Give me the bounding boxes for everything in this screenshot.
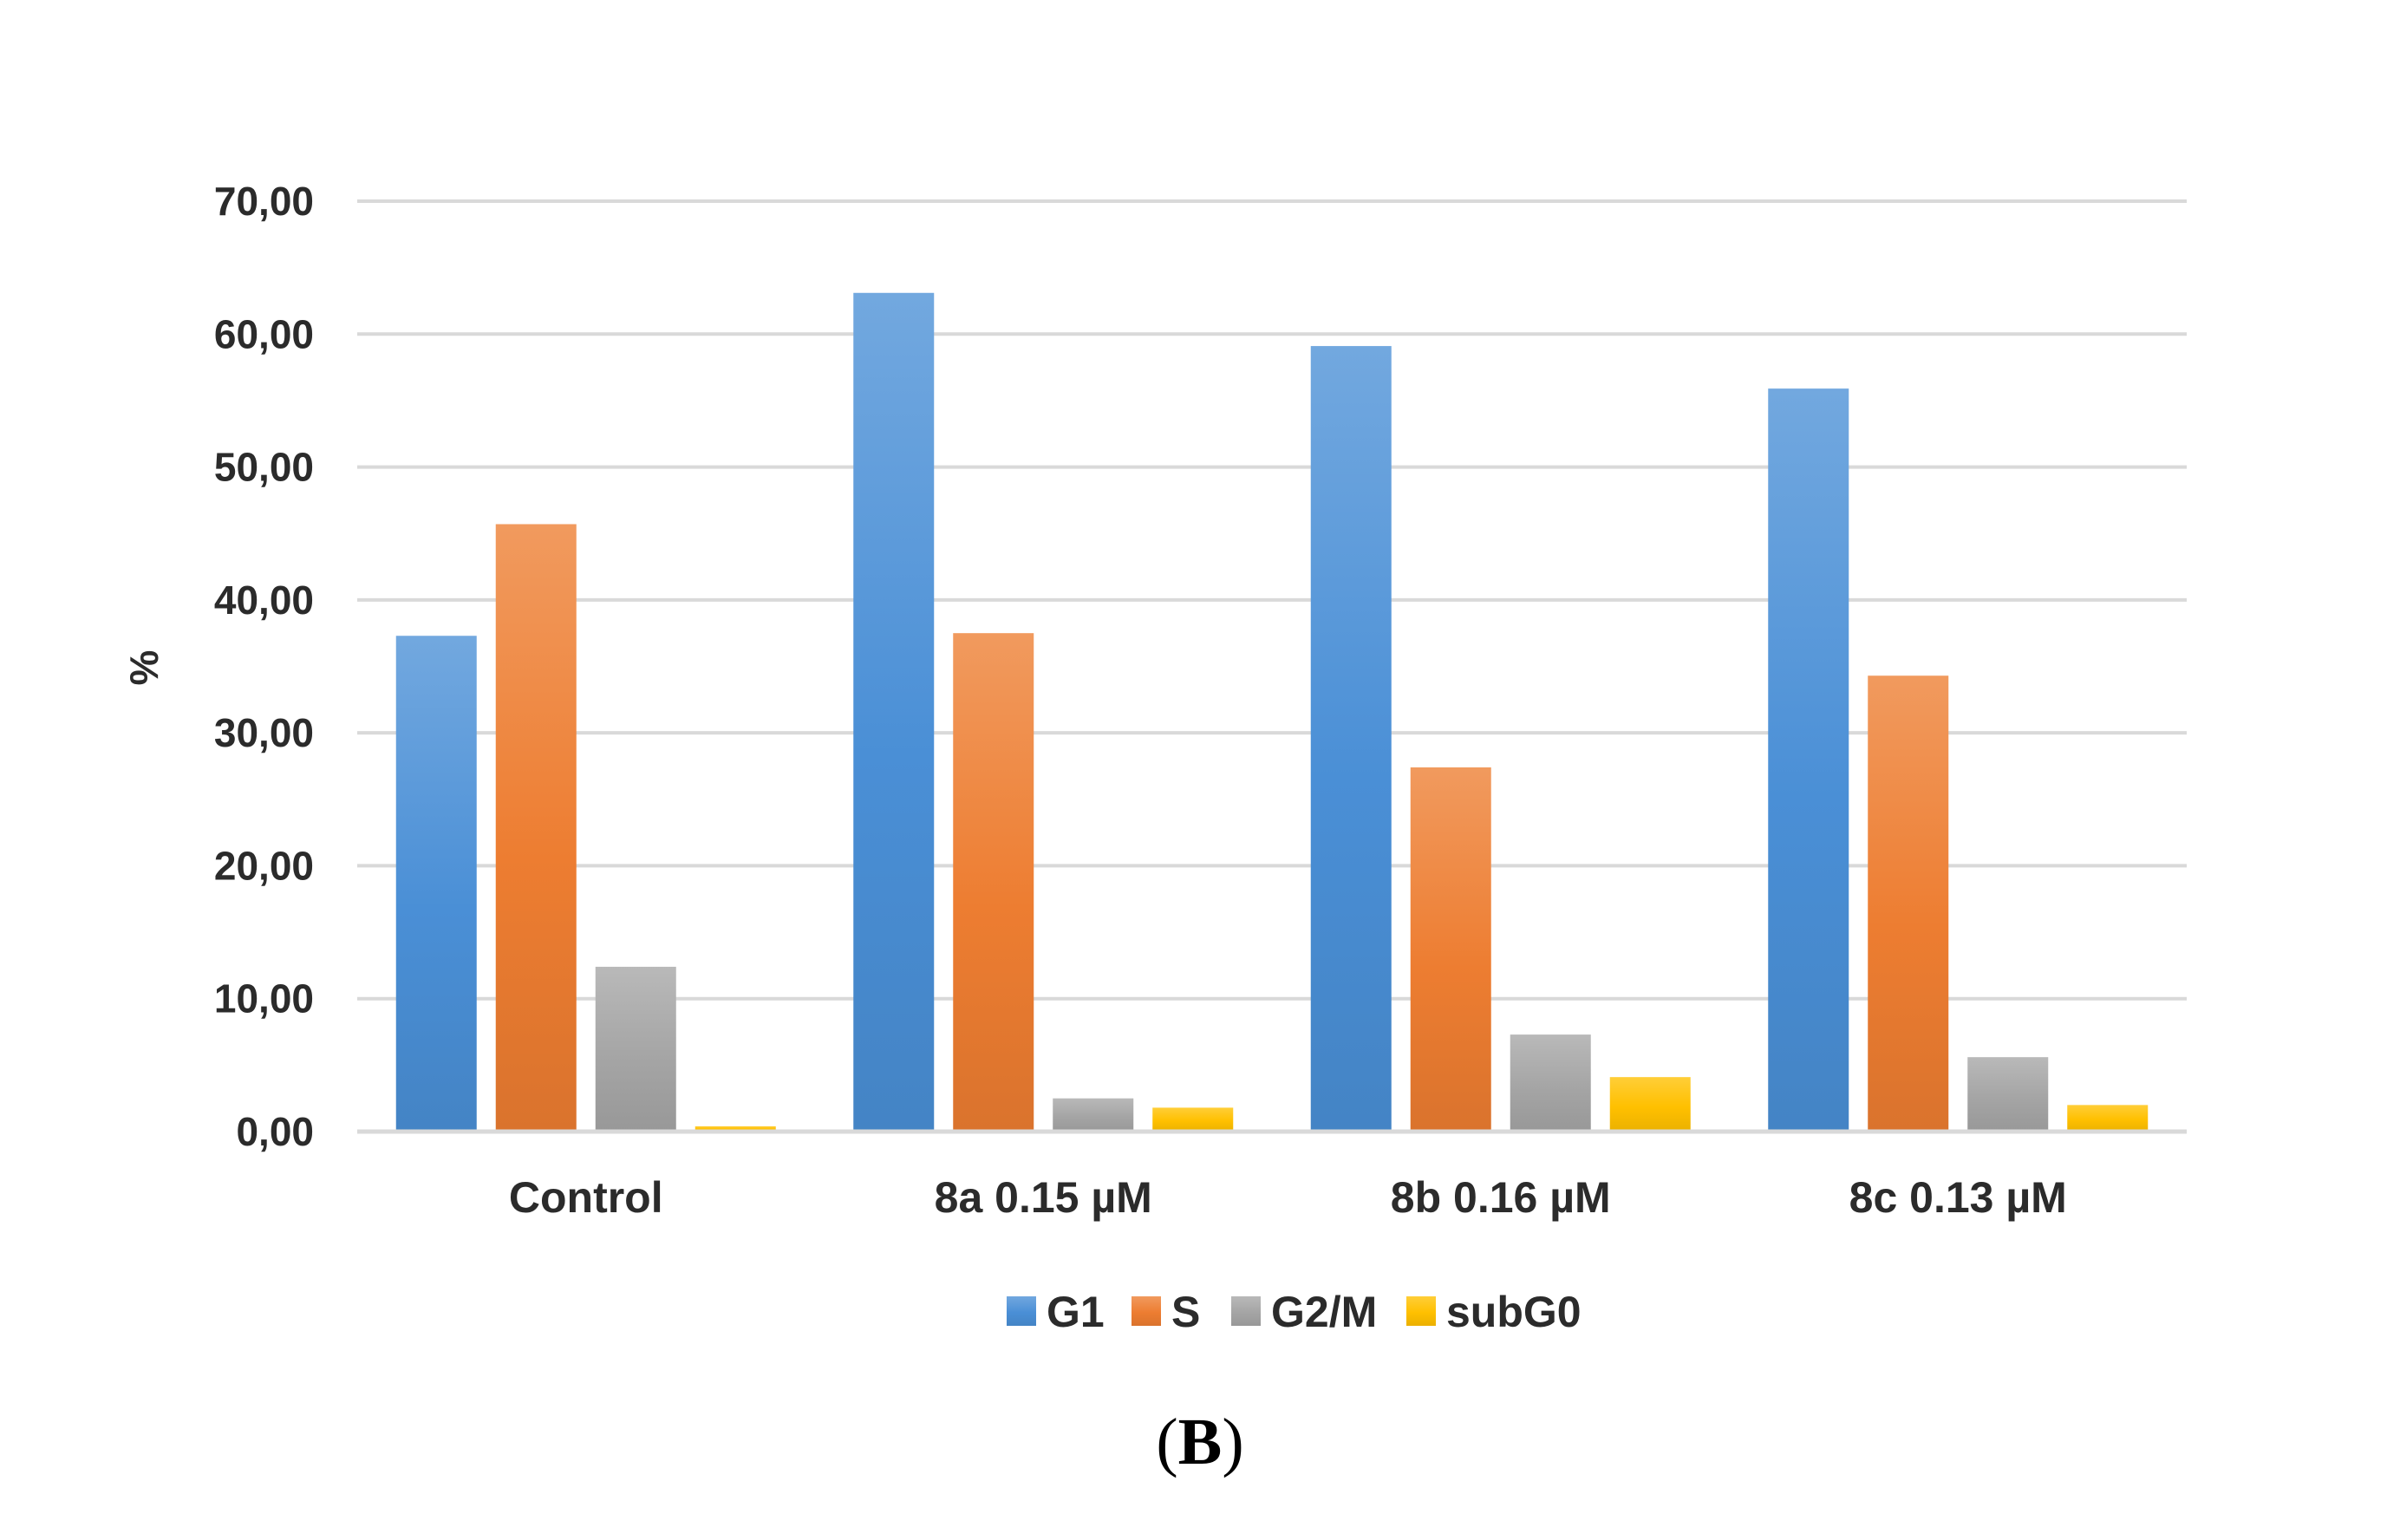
x-tick-label: Control <box>509 1173 663 1222</box>
legend-label: subG0 <box>1446 1288 1582 1336</box>
legend-item-g2-m: G2/M <box>1231 1288 1377 1336</box>
panel-label: (B) <box>0 1405 2400 1480</box>
legend-swatch <box>1007 1296 1036 1326</box>
legend-item-s: S <box>1132 1288 1200 1336</box>
legend-label: G1 <box>1047 1288 1105 1336</box>
legend: G1 S G2/M subG0 <box>1007 1288 1582 1336</box>
y-tick-label: 50,00 <box>214 445 314 490</box>
y-axis-title: % <box>121 650 166 686</box>
bars <box>395 292 2149 1132</box>
y-tick-label: 60,00 <box>214 311 314 356</box>
bar-subg0-2 <box>1609 1077 1691 1132</box>
x-tick-label: 8b 0.16 µM <box>1391 1173 1611 1222</box>
bar-g2-m-0 <box>595 966 676 1132</box>
bar-g2-m-3 <box>1967 1057 2049 1132</box>
y-tick-label: 10,00 <box>214 976 314 1021</box>
legend-item-subg0: subG0 <box>1406 1288 1582 1336</box>
legend-swatch <box>1406 1296 1436 1326</box>
panel-label-open: ( <box>1156 1406 1178 1478</box>
bar-g2-m-2 <box>1510 1034 1591 1132</box>
bar-subg0-3 <box>2067 1105 2149 1132</box>
bar-s-3 <box>1868 675 1949 1132</box>
bar-subg0-1 <box>1152 1107 1234 1132</box>
bar-subg0-0 <box>695 1126 776 1132</box>
y-tick-label: 30,00 <box>214 710 314 755</box>
y-tick-label: 40,00 <box>214 578 314 623</box>
bar-g1-1 <box>853 292 935 1132</box>
x-tick-label: 8c 0.13 µM <box>1849 1173 2067 1222</box>
panel-label-letter: B <box>1177 1406 1223 1478</box>
panel-label-close: ) <box>1222 1406 1244 1478</box>
x-tick-label: 8a 0.15 µM <box>935 1173 1152 1222</box>
y-axis-tick-labels: 0,00 10,00 20,00 30,00 40,00 50,00 60,00 70,00 <box>214 179 314 1154</box>
legend-label: G2/M <box>1271 1288 1377 1336</box>
y-tick-label: 20,00 <box>214 843 314 888</box>
x-axis: Control 8a 0.15 µM 8b 0.16 µM 8c 0.13 µM <box>357 1129 2187 1222</box>
bar-s-0 <box>495 524 577 1132</box>
legend-item-g1: G1 <box>1007 1288 1105 1336</box>
legend-label: S <box>1171 1288 1200 1336</box>
y-tick-label: 70,00 <box>214 179 314 224</box>
bar-g1-0 <box>395 636 477 1132</box>
bar-g1-2 <box>1310 346 1392 1132</box>
bar-s-1 <box>953 633 1034 1132</box>
y-tick-label: 0,00 <box>236 1109 314 1154</box>
legend-swatch <box>1132 1296 1161 1326</box>
bar-g2-m-1 <box>1053 1098 1134 1132</box>
bar-g1-3 <box>1768 388 1849 1132</box>
bar-s-2 <box>1410 767 1491 1132</box>
legend-swatch <box>1231 1296 1261 1326</box>
